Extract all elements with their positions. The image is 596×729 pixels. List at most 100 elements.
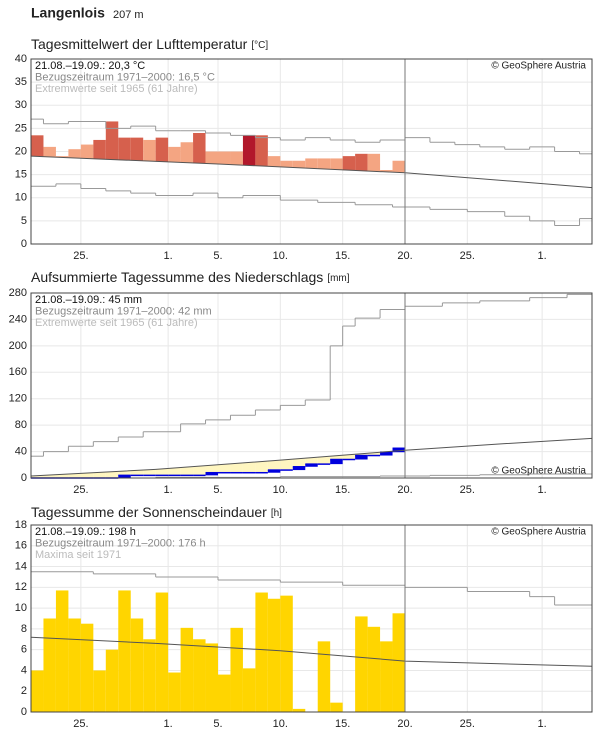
deficit-fill [180,467,194,476]
bar [155,592,169,712]
increment [267,470,281,473]
bar [118,137,131,161]
y-tick-label: 5 [21,215,27,227]
bar [242,135,256,166]
bar [342,156,356,171]
y-tick-label: 0 [21,238,27,250]
station: Langenlois [31,5,105,21]
bar [267,156,281,167]
deficit-fill [143,469,156,476]
copyright: © GeoSphere Austria [491,61,586,72]
copyright: © GeoSphere Austria [491,527,586,538]
bar [317,158,331,169]
increment [205,472,218,476]
y-tick-label: 10 [15,192,27,204]
bar [367,153,381,172]
y-tick-label: 280 [9,287,27,299]
increment [292,466,306,471]
deficit-fill [280,459,293,471]
y-tick-label: 160 [9,366,27,378]
x-tick-label: 25. [460,250,475,262]
deficit-fill [342,454,356,460]
bar [68,149,81,158]
bar [193,133,206,164]
bar [43,146,56,157]
y-tick-label: 240 [9,313,27,325]
bar [355,153,368,171]
deficit-fill [168,468,181,476]
bar [80,623,94,712]
bar [31,670,44,712]
plot-frame [30,58,593,245]
bar [180,627,194,712]
annotation: Extremwerte seit 1965 (61 Jahre) [35,83,198,95]
y-tick-label: 0 [21,706,27,718]
bar [355,616,368,712]
bar [218,674,231,712]
bar [305,158,318,169]
y-tick-label: 120 [9,393,27,405]
deficit-fill [55,474,69,478]
y-tick-label: 14 [15,560,27,572]
increment [330,459,343,465]
x-tick-label: 25. [73,718,88,729]
bar [43,618,56,712]
y-tick-label: 8 [21,623,27,635]
normal-line [30,437,593,477]
bar [155,137,169,162]
bar [380,170,393,172]
x-tick-label: 10. [273,250,288,262]
x-tick-label: 25. [73,250,88,262]
chart-title: Tagessumme der Sonnenscheindauer [h] [31,504,282,520]
deficit-fill [230,463,243,473]
y-tick-label: 16 [15,540,27,552]
bar [280,160,293,168]
deficit-fill [68,473,81,478]
deficit-fill [292,458,306,467]
deficit-fill [80,473,94,478]
x-tick-label: 1. [538,250,547,262]
deficit-fill [130,470,144,476]
bar [330,702,343,712]
x-tick-label: 25. [460,718,475,729]
annotation: Maxima seit 1971 [35,549,121,561]
bar [118,590,131,712]
deficit-fill [31,475,44,478]
bar [392,160,405,173]
bar [93,139,106,160]
x-tick-label: 5. [213,250,222,262]
x-tick-label: 15. [335,250,350,262]
increment [118,475,131,478]
bar [205,151,218,164]
deficit-fill [355,453,368,456]
y-tick-label: 80 [15,419,27,431]
x-tick-label: 5. [213,484,222,496]
bar [180,142,194,163]
normal-line [30,636,593,667]
bar [193,639,206,712]
title-text: Tagesmittelwert der Lufttemperatur [31,36,248,52]
x-tick-label: 15. [335,718,350,729]
bar [292,160,306,168]
annotation: Bezugszeitraum 1971–2000: 42 mm [35,305,212,317]
y-tick-label: 10 [15,602,27,614]
bar [93,670,106,712]
x-tick-label: 1. [538,718,547,729]
bar [168,672,181,712]
x-tick-label: 20. [397,250,412,262]
deficit-fill [105,471,119,478]
chart-title: Tagesmittelwert der Lufttemperatur [°C] [31,36,268,52]
bar [280,595,293,712]
y-tick-label: 18 [15,519,27,531]
unit: [°C] [251,40,268,51]
y-tick-label: 4 [21,664,27,676]
bar [255,592,268,712]
y-tick-label: 40 [15,445,27,457]
title-text: Tagessumme der Sonnenscheindauer [31,504,267,520]
bar [218,151,231,165]
increment [380,452,393,456]
deficit-fill [118,471,131,476]
bar [292,708,306,712]
unit: [h] [271,508,282,519]
bar [330,158,343,170]
